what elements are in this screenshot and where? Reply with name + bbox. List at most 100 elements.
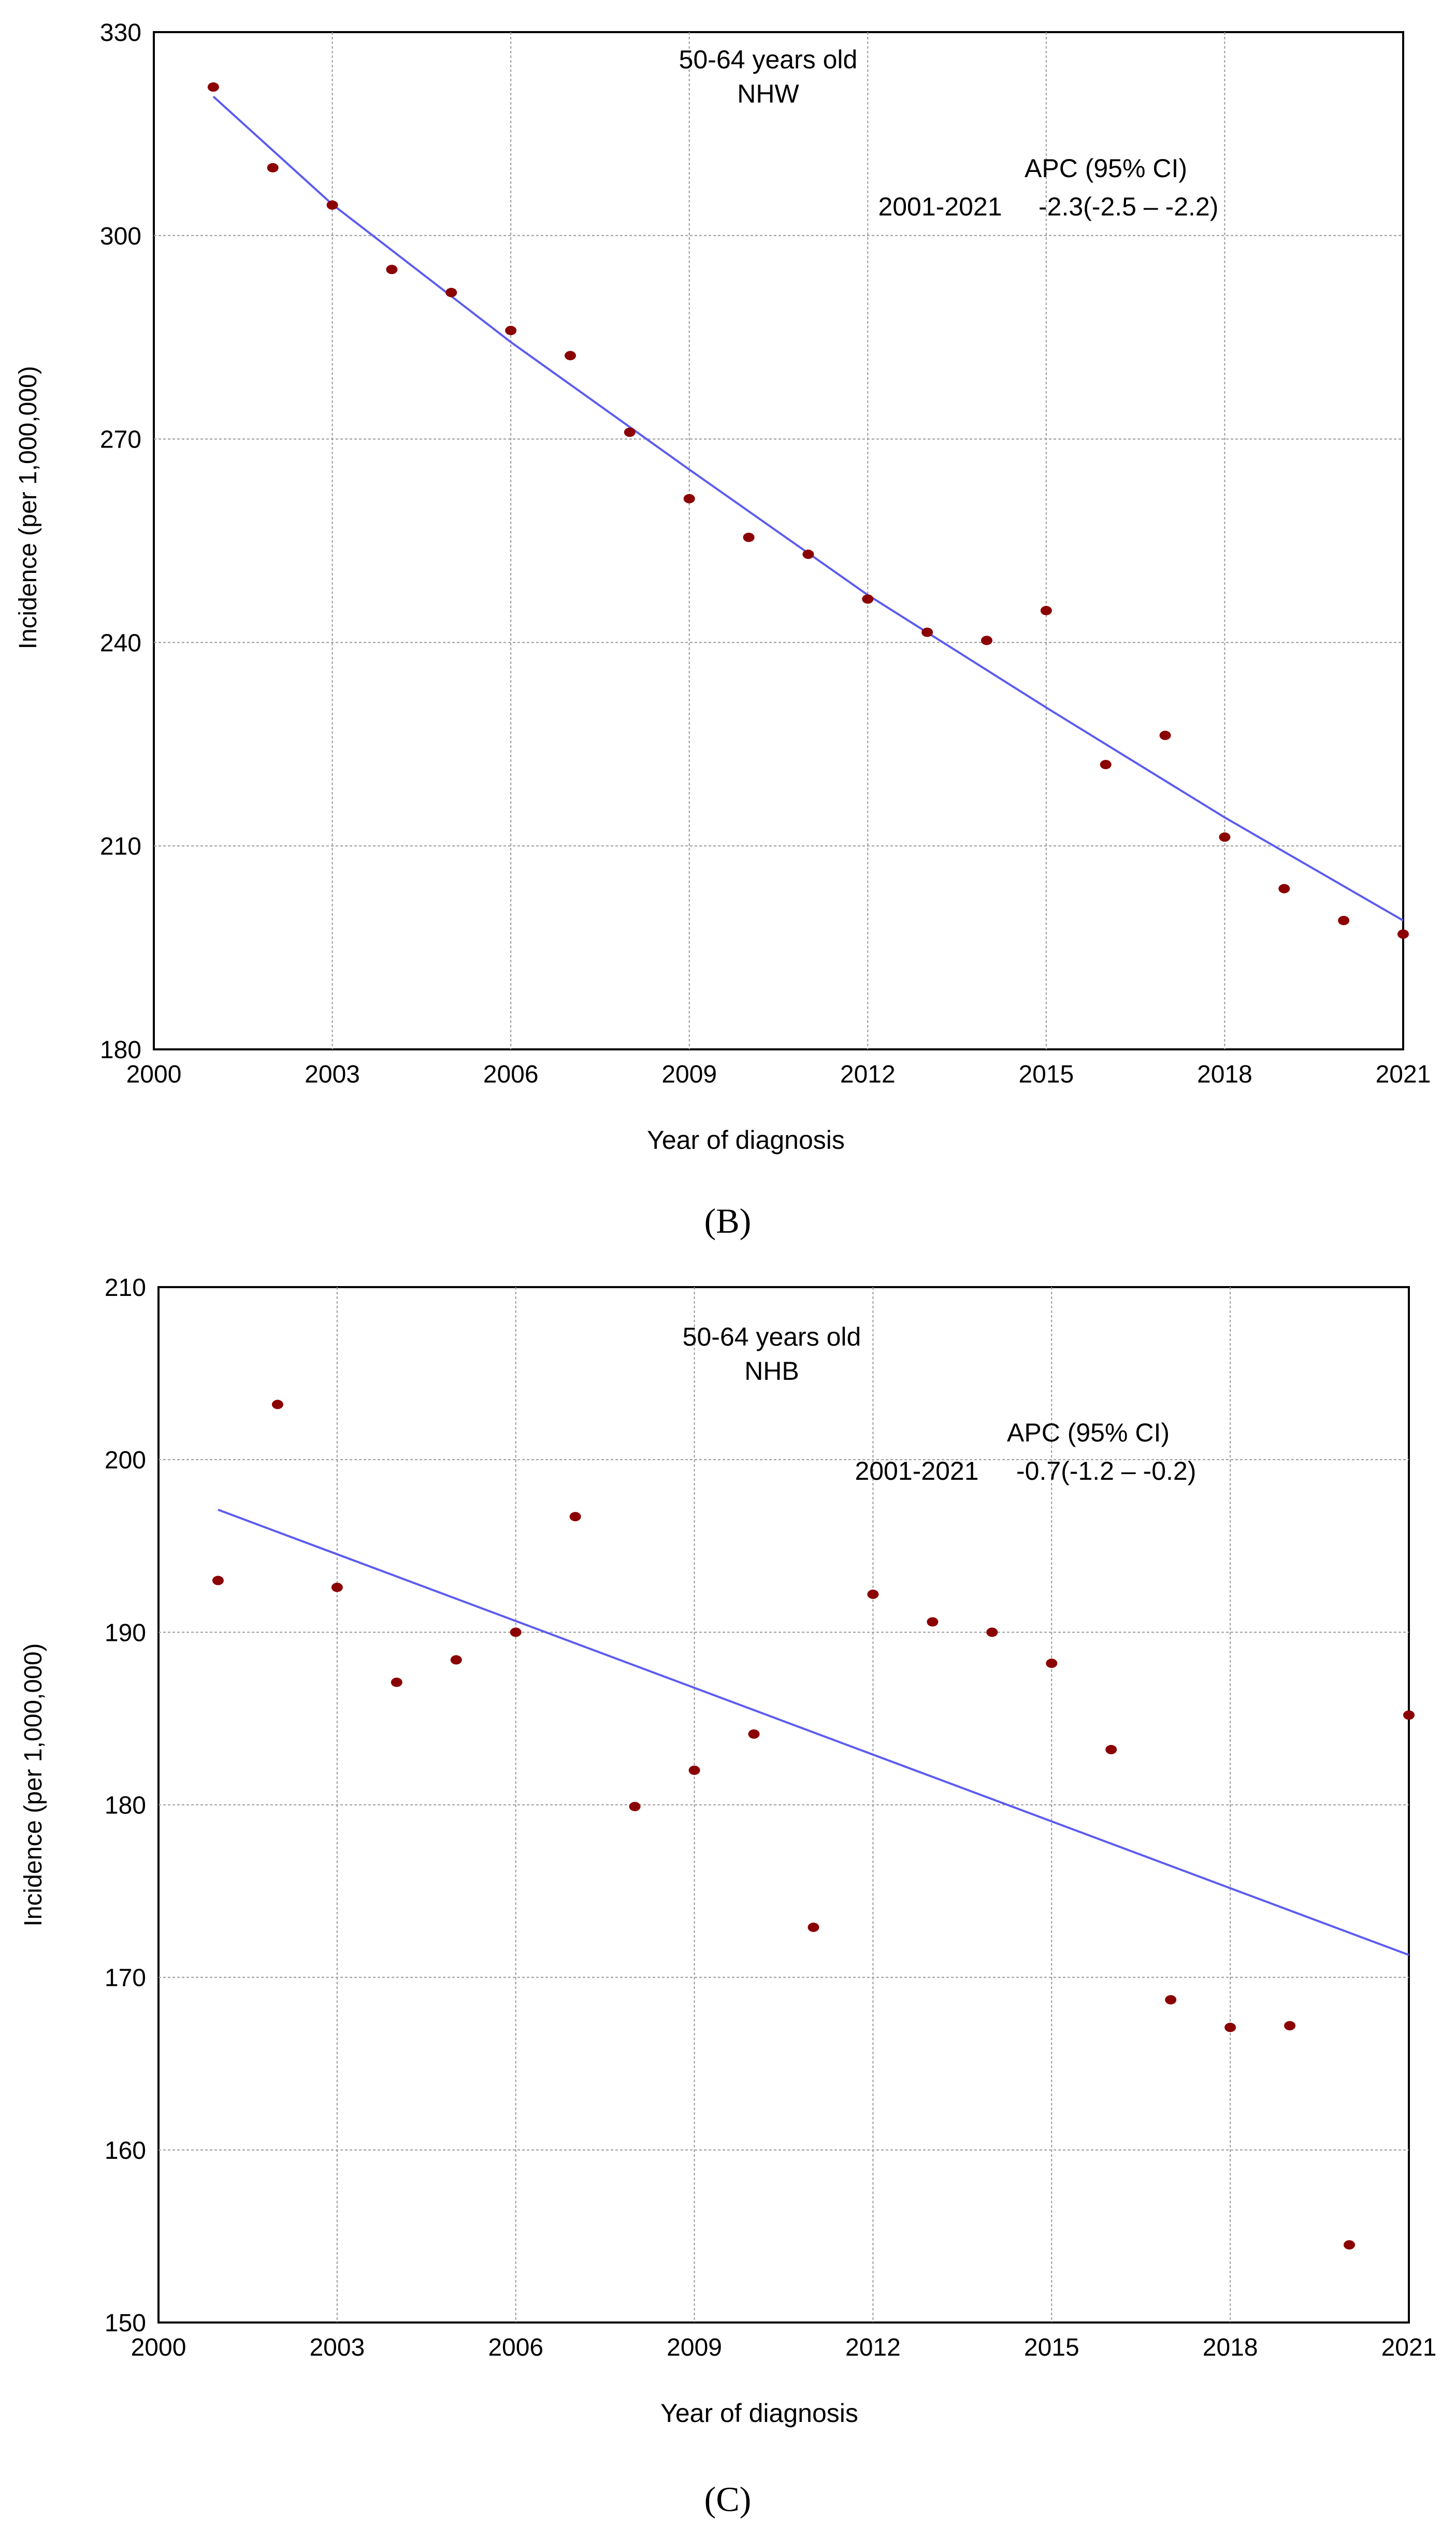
y-tick-label: 240: [100, 629, 141, 657]
y-tick-label: 180: [105, 1792, 146, 1820]
plot-area: [153, 31, 1404, 1050]
chart-title-line-1: 50-64 years old: [683, 1322, 861, 1351]
y-tick-label: 330: [100, 19, 141, 47]
data-point-2010: [748, 1729, 760, 1739]
data-point-2006: [510, 1627, 522, 1637]
data-point-2001: [207, 82, 219, 92]
data-point-2020: [1344, 2240, 1356, 2250]
trend-line-layer: [212, 95, 1404, 921]
grid-lines: [158, 1287, 1409, 2322]
x-tick-label: 2012: [840, 1061, 896, 1088]
y-axis-label: Incidence (per 1,000,000): [15, 366, 42, 649]
y-axis-label: Incidence (per 1,000,000): [20, 1643, 47, 1926]
data-point-2002: [271, 1400, 283, 1409]
data-point-2018: [1219, 832, 1231, 842]
x-tick-label: 2003: [309, 2334, 365, 2361]
x-tick-label: 2021: [1381, 2334, 1437, 2361]
data-point-2001: [212, 1576, 224, 1585]
data-point-2017: [1165, 1995, 1177, 2004]
apc-period: 2001-2021: [878, 192, 1002, 221]
tick-labels: 2000 2003 2006 2009 2012 2015 2018 2021 180 210 24…: [100, 19, 1431, 1088]
x-tick-label: 2000: [126, 1061, 182, 1088]
data-point-2004: [391, 1677, 402, 1687]
y-tick-label: 180: [100, 1036, 141, 1064]
data-point-2021: [1403, 1710, 1415, 1720]
data-point-2014: [981, 636, 992, 645]
data-point-2013: [921, 627, 933, 637]
data-point-2019: [1284, 2021, 1296, 2030]
data-point-2015: [1046, 1658, 1058, 1668]
x-tick-label: 2000: [131, 2334, 186, 2361]
x-tick-label: 2018: [1197, 1061, 1252, 1088]
data-points: [207, 82, 1409, 939]
y-tick-label: 270: [100, 426, 141, 454]
grid-lines: [154, 32, 1403, 1049]
data-point-2002: [267, 163, 279, 172]
y-tick-label: 170: [105, 1965, 146, 1992]
chart-panel-b: 2000 2003 2006 2009 2012 2015 2018 2021 180 210 24…: [15, 19, 1431, 1155]
trend-line: [212, 95, 1404, 921]
x-tick-label: 2003: [305, 1061, 360, 1088]
apc-value: -2.3(-2.5 – -2.2): [1039, 192, 1218, 221]
y-tick-label: 190: [105, 1619, 146, 1647]
data-point-2011: [802, 550, 814, 559]
panel-label-b: (B): [704, 1201, 752, 1240]
data-point-2009: [688, 1765, 700, 1775]
data-point-2006: [505, 326, 517, 336]
y-tick-label: 300: [100, 223, 141, 250]
apc-period: 2001-2021: [855, 1456, 978, 1485]
x-tick-label: 2015: [1024, 2334, 1079, 2361]
data-points: [212, 1400, 1415, 2250]
data-point-2008: [624, 427, 636, 437]
data-point-2009: [683, 494, 695, 503]
trend-line: [218, 1508, 1409, 1956]
panel-label-c: (C): [704, 2479, 752, 2519]
x-tick-label: 2015: [1018, 1061, 1074, 1088]
x-tick-label: 2021: [1376, 1061, 1431, 1088]
chart-panel-c: 2000 2003 2006 2009 2012 2015 2018 2021 150 160 17…: [20, 1274, 1436, 2428]
data-point-2010: [743, 532, 755, 542]
data-point-2008: [629, 1801, 641, 1811]
data-point-2011: [808, 1923, 819, 1932]
data-point-2003: [331, 1582, 343, 1592]
x-axis-label: Year of diagnosis: [660, 2399, 858, 2428]
apc-header: APC (95% CI): [1007, 1418, 1170, 1447]
data-point-2003: [326, 200, 338, 210]
data-point-2005: [450, 1655, 462, 1665]
x-tick-label: 2009: [667, 2334, 722, 2361]
chart-title-line-2: NHB: [744, 1357, 799, 1386]
data-point-2012: [867, 1590, 879, 1599]
data-point-2012: [862, 594, 874, 604]
data-point-2005: [445, 287, 457, 297]
data-point-2019: [1278, 884, 1290, 893]
data-point-2020: [1338, 916, 1350, 926]
x-tick-label: 2018: [1203, 2334, 1258, 2361]
data-point-2021: [1397, 929, 1409, 939]
data-point-2015: [1040, 605, 1052, 615]
chart-title-line-1: 50-64 years old: [679, 45, 858, 74]
data-point-2007: [565, 351, 576, 360]
x-axis-label: Year of diagnosis: [647, 1126, 845, 1155]
data-point-2016: [1100, 760, 1112, 770]
x-tick-label: 2006: [483, 1061, 539, 1088]
data-point-2017: [1159, 730, 1171, 740]
data-point-2004: [386, 265, 398, 275]
x-tick-label: 2006: [488, 2334, 543, 2361]
tick-labels: 2000 2003 2006 2009 2012 2015 2018 2021 150 160 17…: [105, 1274, 1436, 2361]
x-tick-label: 2009: [661, 1061, 717, 1088]
apc-header: APC (95% CI): [1025, 154, 1187, 183]
y-tick-label: 210: [100, 833, 141, 860]
data-point-2016: [1105, 1744, 1117, 1754]
data-point-2014: [986, 1627, 998, 1637]
data-point-2007: [569, 1512, 581, 1522]
chart-title-line-2: NHW: [737, 79, 799, 108]
data-point-2018: [1224, 2023, 1236, 2032]
y-tick-label: 160: [105, 2137, 146, 2165]
data-point-2013: [927, 1617, 939, 1627]
y-tick-label: 210: [105, 1274, 146, 1302]
trend-line-layer: [218, 1508, 1409, 1956]
y-tick-label: 200: [105, 1447, 146, 1474]
apc-value: -0.7(-1.2 – -0.2): [1016, 1456, 1196, 1485]
x-tick-label: 2012: [845, 2334, 901, 2361]
